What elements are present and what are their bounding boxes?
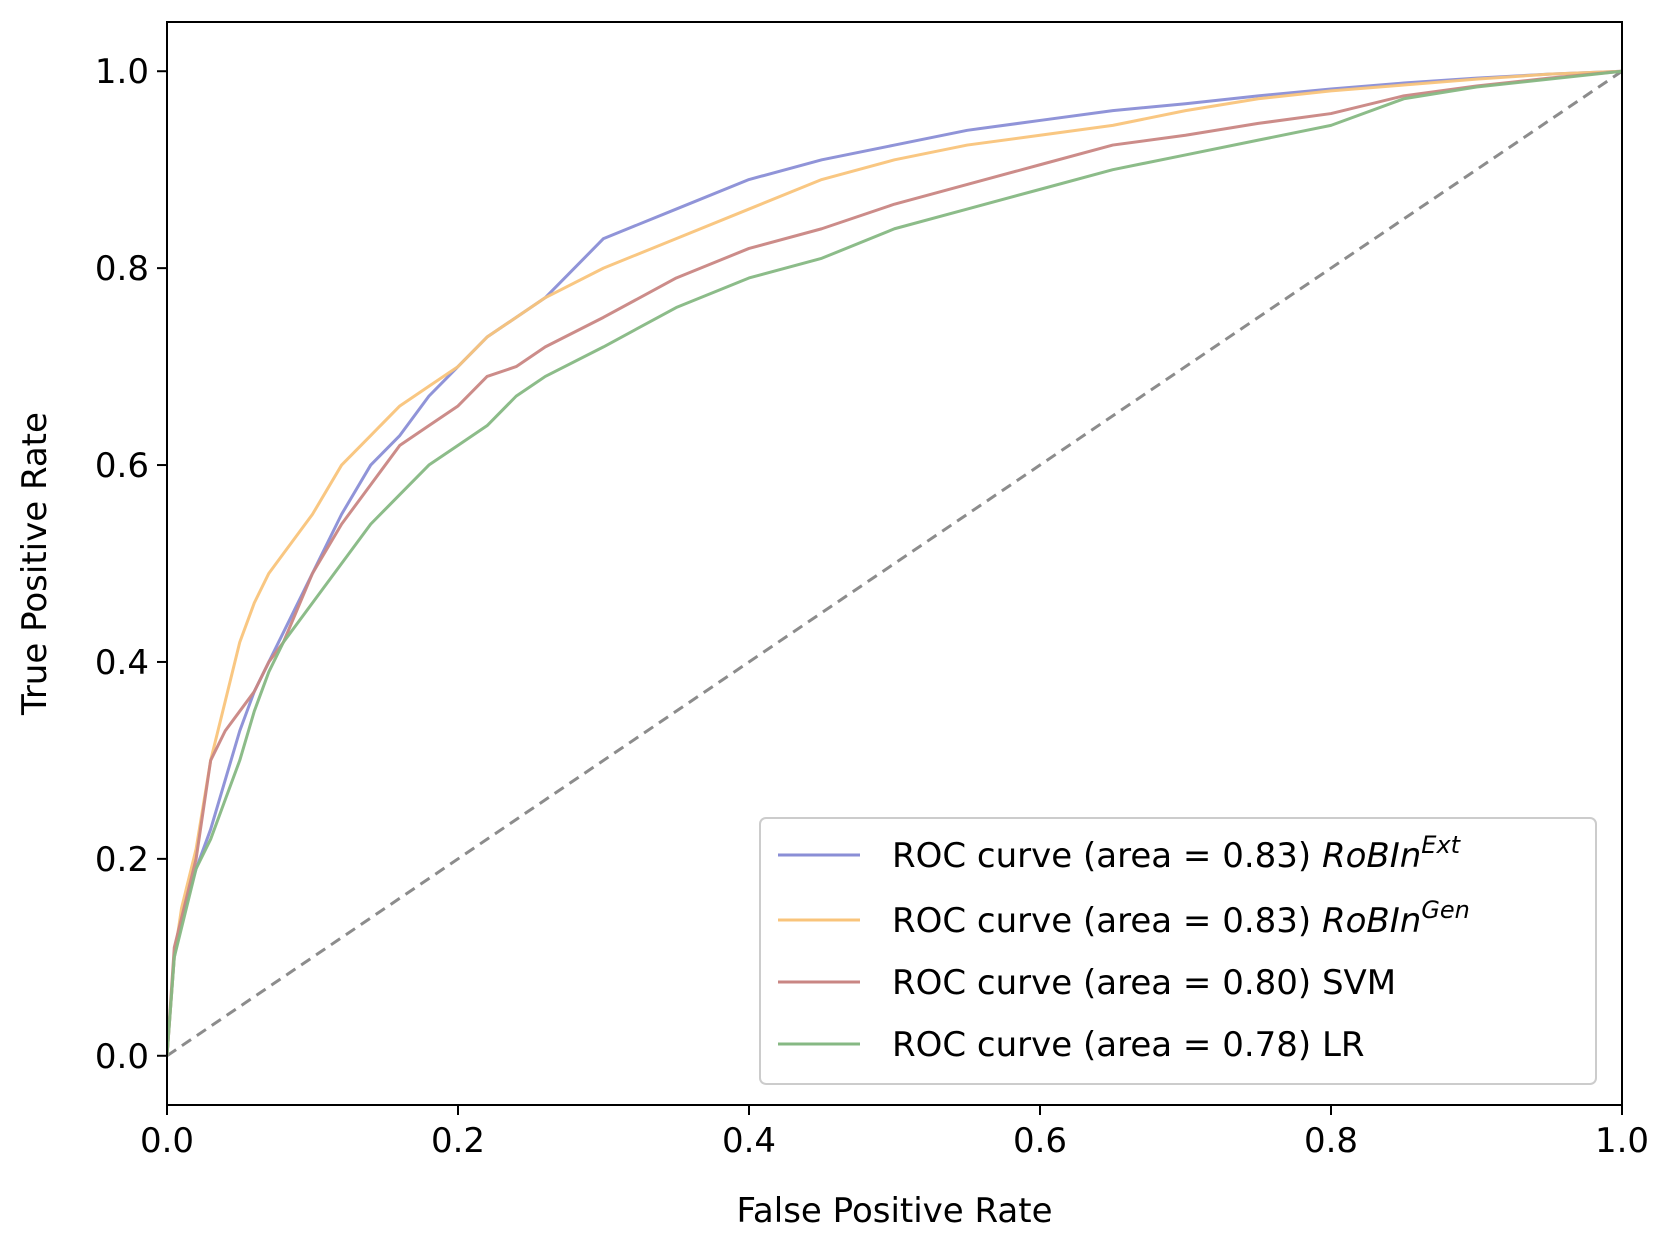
x-tick-label: 0.4: [722, 1121, 776, 1161]
series-layer: [167, 69, 1622, 1056]
y-tick-label: 1.0: [95, 52, 149, 92]
x-tick-label: 1.0: [1595, 1121, 1649, 1161]
plot-frame: [166, 21, 1623, 1106]
legend-box: [759, 817, 1597, 1085]
y-axis-ticks: 0.0 0.2 0.4 0.6 0.8 1.0: [95, 52, 167, 1077]
roc-line-robin-gen: [167, 69, 1622, 1056]
chance-diagonal-line: [167, 69, 1622, 1058]
legend-method-name: RoBIn: [1322, 836, 1421, 876]
x-axis-label: False Positive Rate: [737, 1191, 1053, 1231]
legend-label: ROC curve (area = 0.80) SVM: [892, 963, 1396, 1003]
legend-label-text: ROC curve (area = 0.78) LR: [892, 1025, 1365, 1065]
y-tick-label: 0.0: [95, 1037, 149, 1077]
y-tick-label: 0.6: [95, 446, 149, 486]
legend-method-name: RoBIn: [1322, 901, 1421, 941]
y-tick-label: 0.8: [95, 249, 149, 289]
legend-label: ROC curve (area = 0.78) LR: [892, 1025, 1365, 1065]
legend-entry: ROC curve (area = 0.78) LR: [778, 1025, 1365, 1065]
legend-entry: ROC curve (area = 0.80) SVM: [778, 963, 1396, 1003]
legend-method-superscript: Gen: [1421, 896, 1470, 924]
x-tick-label: 0.8: [1304, 1121, 1358, 1161]
legend-label-text: ROC curve (area = 0.80) SVM: [892, 963, 1396, 1003]
x-tick-label: 0.6: [1013, 1121, 1067, 1161]
legend-label-text: ROC curve (area = 0.83): [892, 901, 1322, 941]
y-axis-label: True Positive Rate: [15, 412, 55, 716]
x-tick-label: 0.0: [140, 1121, 194, 1161]
legend-label: ROC curve (area = 0.83) RoBInExt: [892, 831, 1462, 876]
legend-entry: ROC curve (area = 0.83) RoBInGen: [778, 896, 1470, 941]
legend-entry: ROC curve (area = 0.83) RoBInExt: [778, 831, 1462, 876]
legend-method-superscript: Ext: [1421, 831, 1461, 859]
x-axis-ticks: 0.0 0.2 0.4 0.6 0.8 1.0: [140, 1105, 1649, 1161]
reference-line-layer: [167, 69, 1622, 1058]
roc-line-svm: [167, 69, 1622, 1056]
legend-label-text: ROC curve (area = 0.83): [892, 836, 1322, 876]
y-tick-label: 0.4: [95, 643, 149, 683]
y-tick-label: 0.2: [95, 840, 149, 880]
x-tick-label: 0.2: [431, 1121, 485, 1161]
roc-line-lr: [167, 69, 1622, 1056]
legend-label: ROC curve (area = 0.83) RoBInGen: [892, 896, 1470, 941]
